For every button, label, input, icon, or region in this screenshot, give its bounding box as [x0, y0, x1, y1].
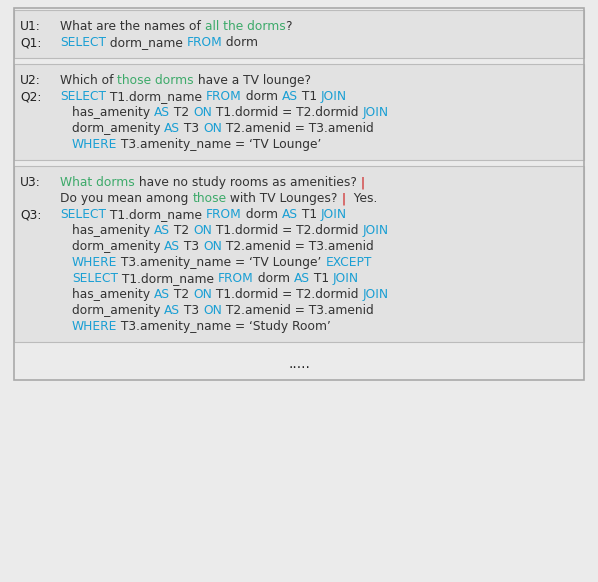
Text: dorm_name: dorm_name [106, 37, 187, 49]
Text: T3: T3 [181, 122, 203, 136]
Text: has_amenity: has_amenity [72, 225, 154, 237]
Text: dorm: dorm [254, 272, 294, 286]
Text: EXCEPT: EXCEPT [326, 257, 372, 269]
Text: has_amenity: has_amenity [72, 289, 154, 301]
Bar [14, 64, 584, 160]
Bar [14, 10, 584, 58]
Text: Which of: Which of [60, 74, 117, 87]
Text: WHERE: WHERE [72, 321, 117, 333]
Text: U3:: U3: [20, 176, 41, 190]
Text: T2: T2 [170, 107, 193, 119]
Text: Q3:: Q3: [20, 208, 41, 222]
Text: T2.amenid = T3.amenid: T2.amenid = T3.amenid [222, 122, 374, 136]
Text: FROM: FROM [206, 90, 242, 104]
Text: dorm: dorm [242, 208, 282, 222]
Text: T1.dormid = T2.dormid: T1.dormid = T2.dormid [212, 289, 362, 301]
Text: dorm_amenity: dorm_amenity [72, 122, 164, 136]
Text: U2:: U2: [20, 74, 41, 87]
Text: T1: T1 [297, 208, 321, 222]
Text: AS: AS [164, 122, 181, 136]
Text: Do you mean among: Do you mean among [60, 193, 192, 205]
Text: T1.dormid = T2.dormid: T1.dormid = T2.dormid [212, 225, 362, 237]
Text: have a TV lounge?: have a TV lounge? [194, 74, 311, 87]
Text: JOIN: JOIN [321, 90, 347, 104]
Text: ON: ON [193, 289, 212, 301]
Text: JOIN: JOIN [332, 272, 359, 286]
Text: T2: T2 [170, 289, 193, 301]
Text: FROM: FROM [187, 37, 222, 49]
Text: What are the names of: What are the names of [60, 20, 205, 34]
Text: dorm: dorm [222, 37, 258, 49]
Text: AS: AS [164, 240, 181, 254]
Text: T3.amenity_name = ‘Study Room’: T3.amenity_name = ‘Study Room’ [117, 321, 331, 333]
Text: with TV Lounges?: with TV Lounges? [227, 193, 341, 205]
Text: T3: T3 [181, 240, 203, 254]
Text: JOIN: JOIN [321, 208, 347, 222]
Text: AS: AS [154, 225, 170, 237]
Text: T1.dorm_name: T1.dorm_name [106, 208, 206, 222]
Text: dorm_amenity: dorm_amenity [72, 304, 164, 317]
Text: dorm: dorm [242, 90, 282, 104]
Text: T2: T2 [170, 225, 193, 237]
Text: SELECT: SELECT [60, 208, 106, 222]
Text: T1: T1 [310, 272, 332, 286]
Text: AS: AS [154, 289, 170, 301]
Text: Q1:: Q1: [20, 37, 41, 49]
Text: AS: AS [282, 208, 297, 222]
Text: T3.amenity_name = ‘TV Lounge’: T3.amenity_name = ‘TV Lounge’ [117, 139, 322, 151]
Text: AS: AS [294, 272, 310, 286]
Text: T1.dorm_name: T1.dorm_name [118, 272, 218, 286]
Text: T1: T1 [297, 90, 321, 104]
Text: all the dorms: all the dorms [205, 20, 285, 34]
Text: has_amenity: has_amenity [72, 107, 154, 119]
Text: ON: ON [203, 304, 222, 317]
Text: T2.amenid = T3.amenid: T2.amenid = T3.amenid [222, 304, 374, 317]
Text: JOIN: JOIN [362, 107, 388, 119]
Text: JOIN: JOIN [362, 225, 388, 237]
Text: dorm_amenity: dorm_amenity [72, 240, 164, 254]
Text: WHERE: WHERE [72, 139, 117, 151]
Text: T3.amenity_name = ‘TV Lounge’: T3.amenity_name = ‘TV Lounge’ [117, 257, 326, 269]
Text: |: | [341, 193, 346, 205]
Text: AS: AS [154, 107, 170, 119]
Text: .....: ..... [288, 357, 310, 371]
Text: WHERE: WHERE [72, 257, 117, 269]
Text: ON: ON [203, 122, 222, 136]
Text: FROM: FROM [218, 272, 254, 286]
Text: have no study rooms as amenities?: have no study rooms as amenities? [135, 176, 361, 190]
Text: SELECT: SELECT [72, 272, 118, 286]
Text: T1.dormid = T2.dormid: T1.dormid = T2.dormid [212, 107, 362, 119]
Text: What dorms: What dorms [60, 176, 135, 190]
Text: Q2:: Q2: [20, 90, 41, 104]
Text: T3: T3 [181, 304, 203, 317]
Text: |: | [361, 176, 365, 190]
Text: JOIN: JOIN [362, 289, 388, 301]
Text: Yes.: Yes. [346, 193, 377, 205]
Text: those: those [192, 193, 227, 205]
Bar [14, 166, 584, 342]
Text: ON: ON [193, 107, 212, 119]
Text: ON: ON [203, 240, 222, 254]
Text: AS: AS [282, 90, 297, 104]
Text: SELECT: SELECT [60, 37, 106, 49]
Text: T1.dorm_name: T1.dorm_name [106, 90, 206, 104]
Text: FROM: FROM [206, 208, 242, 222]
Text: SELECT: SELECT [60, 90, 106, 104]
Bar [14, 8, 584, 380]
Text: AS: AS [164, 304, 181, 317]
Text: those dorms: those dorms [117, 74, 194, 87]
Text: ON: ON [193, 225, 212, 237]
Text: T2.amenid = T3.amenid: T2.amenid = T3.amenid [222, 240, 374, 254]
Text: ?: ? [285, 20, 292, 34]
Text: U1:: U1: [20, 20, 41, 34]
